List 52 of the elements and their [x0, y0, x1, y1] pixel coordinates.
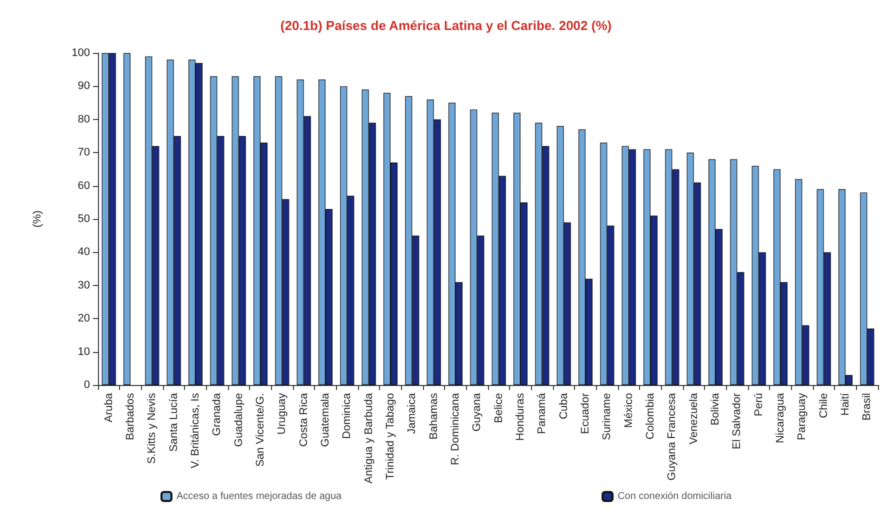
x-tick-label: Belice: [492, 393, 505, 423]
x-tick-label: San Vicente/G.: [254, 393, 266, 467]
x-tick-label: El Salvador: [731, 392, 744, 450]
x-tick-label: Uruguay: [276, 392, 288, 435]
x-tick-label: Granada: [211, 392, 224, 436]
bar: [123, 53, 130, 385]
x-tick-label: V. Británicas, Is: [190, 392, 202, 468]
y-tick-label: 20: [78, 312, 90, 325]
x-tick-label: Haití: [840, 392, 852, 416]
x-tick-label: Jamaica: [406, 392, 418, 434]
x-tick-label: Dominica: [341, 392, 354, 439]
x-tick-label: Guyana: [471, 392, 484, 432]
y-tick-label: 60: [78, 180, 90, 192]
x-tick-label: Aruba: [102, 392, 115, 422]
x-tick-label: Chile: [818, 393, 830, 418]
y-tick-label: 90: [78, 80, 90, 92]
x-tick-label: México: [622, 393, 635, 428]
x-tick-label: Ecuador: [580, 392, 592, 434]
x-tick-label: Brasil: [861, 393, 874, 421]
x-tick-label: Paraguay: [796, 392, 808, 440]
x-tick-label: Guadalupe: [232, 393, 245, 447]
legend-label: Acceso a fuentes mejoradas de agua: [176, 491, 342, 502]
y-tick-label: 70: [78, 146, 90, 159]
y-tick-label: 0: [84, 379, 90, 391]
x-tick-label: Bolivia: [710, 392, 722, 426]
x-tick-label: Venezuela: [688, 392, 700, 444]
y-tick-label: 10: [78, 346, 90, 358]
y-tick-label: 100: [72, 47, 90, 59]
x-tick-label: Nicaragua: [774, 392, 786, 444]
x-tick-label: Bahamas: [428, 392, 440, 440]
y-axis-title: (%): [32, 210, 44, 228]
y-tick-label: 40: [78, 246, 90, 258]
chart-title: (20.1b) Países de América Latina y el Caribe. 2002 (%): [280, 18, 612, 33]
x-tick-label: Panamá: [536, 392, 548, 434]
x-tick-label: R. Dominicana: [450, 392, 462, 466]
x-tick-label: Suriname: [601, 393, 614, 440]
x-tick-label: Guyana Francesa: [666, 392, 678, 480]
y-tick-label: 50: [78, 213, 90, 225]
x-tick-label: Costa Rica: [298, 392, 310, 447]
x-tick-label: Santa Lucía: [168, 392, 180, 452]
x-tick-label: Cuba: [558, 392, 570, 420]
x-tick-label: Colombia: [644, 392, 656, 440]
x-tick-label: Guatemala: [320, 392, 332, 447]
y-tick-label: 80: [78, 113, 90, 126]
x-tick-label: S.Kitts y Nevis: [146, 392, 158, 464]
legend-label: Con conexión domiciliaria: [618, 491, 732, 502]
x-tick-label: Perú: [752, 393, 765, 416]
x-tick-label: Barbados: [124, 392, 136, 440]
x-tick-label: Trinidad y Tabago: [384, 393, 396, 480]
y-tick-label: 30: [78, 279, 90, 292]
x-tick-label: Honduras: [514, 392, 526, 441]
x-tick-label: Antigua y Barbuda: [362, 392, 375, 484]
